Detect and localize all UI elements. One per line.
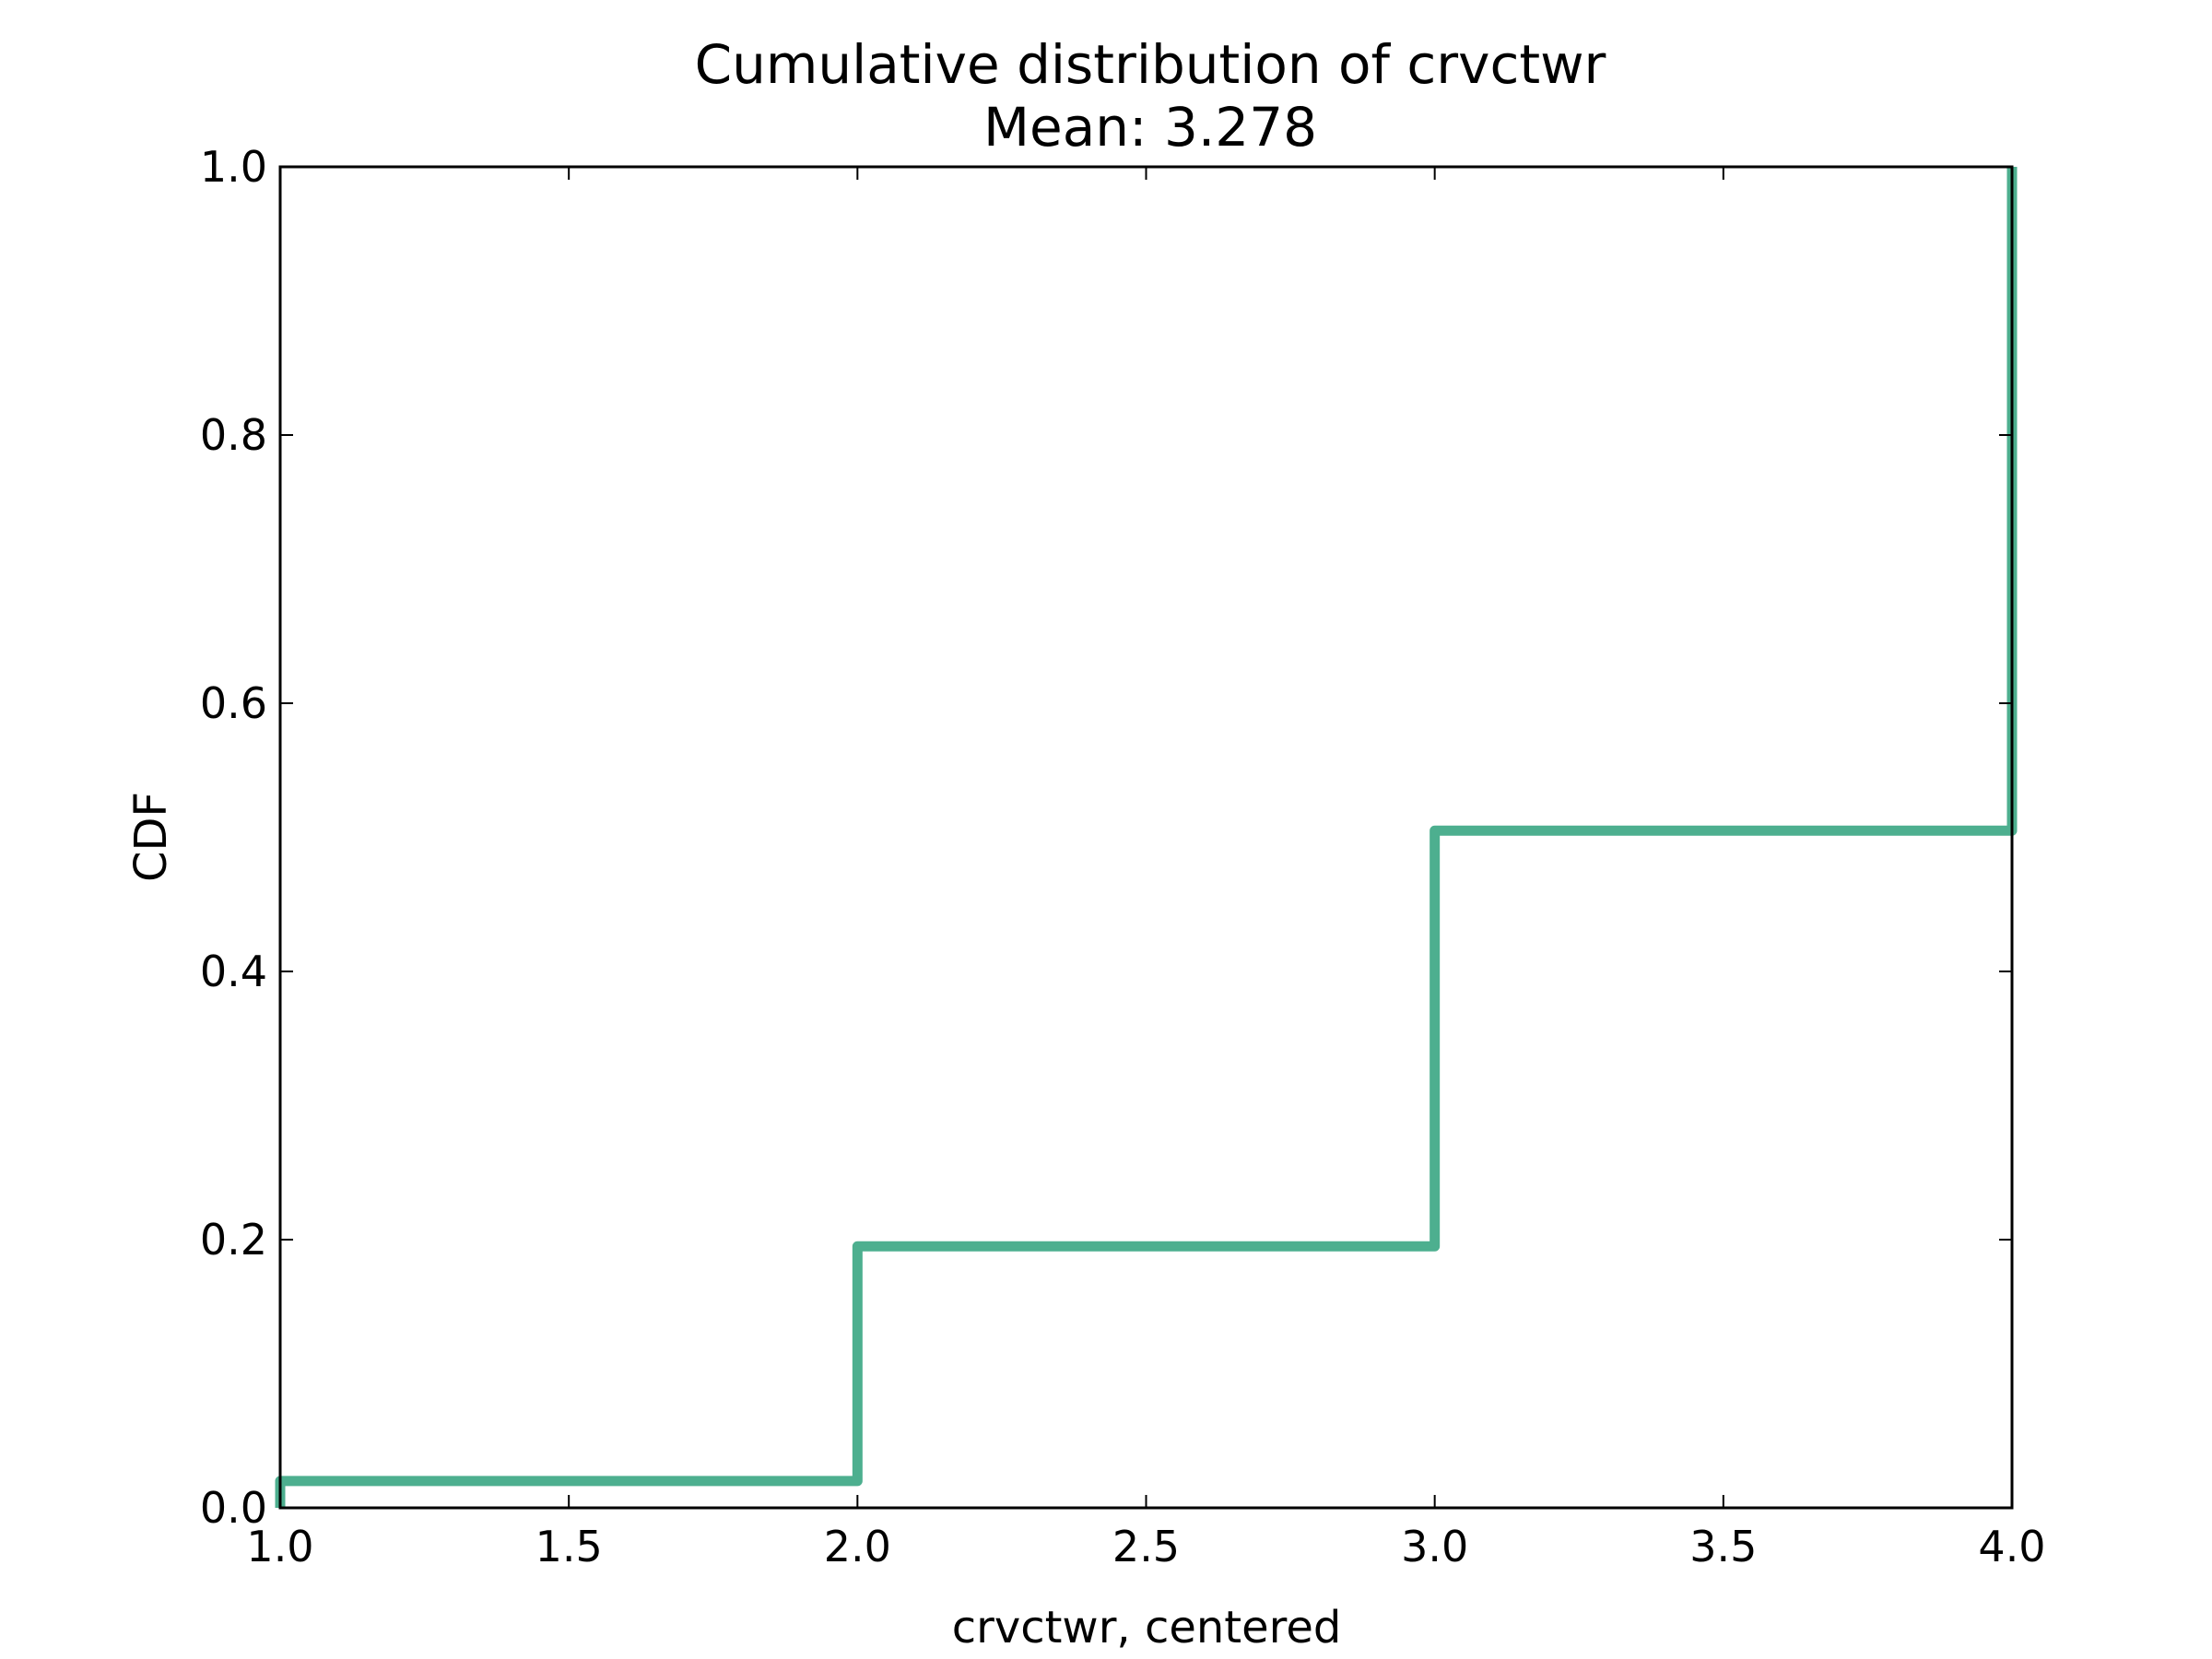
- plot-area: [275, 167, 2018, 1508]
- x-tick-label: 1.5: [535, 1522, 603, 1571]
- y-tick-label: 0.2: [200, 1215, 267, 1265]
- cdf-step-line: [275, 167, 2018, 1508]
- x-tick-label: 2.0: [824, 1522, 891, 1571]
- x-tick-label: 3.0: [1401, 1522, 1468, 1571]
- chart-subtitle: Mean: 3.278: [983, 96, 1317, 159]
- x-tick-label: 3.5: [1689, 1522, 1757, 1571]
- y-tick-label: 0.4: [200, 947, 267, 996]
- y-tick-label: 1.0: [200, 142, 267, 192]
- x-tick-label: 2.5: [1112, 1522, 1180, 1571]
- axis-ticks: 1.0 1.5 2.0 2.5 3.0 3.5 4.0 0.0 0.2 0.4 0.6 0.8 1.0: [200, 142, 2046, 1571]
- y-tick-label: 0.0: [200, 1483, 267, 1533]
- chart-title: Cumulative distribution of crvctwr: [695, 33, 1606, 96]
- y-tick-label: 0.6: [200, 678, 267, 728]
- x-axis-label: crvctwr, centered: [952, 1602, 1342, 1653]
- x-tick-label: 4.0: [1978, 1522, 2045, 1571]
- axes-frame: [278, 165, 2014, 1510]
- x-tick-label: 1.0: [246, 1522, 313, 1571]
- y-tick-label: 0.8: [200, 410, 267, 460]
- y-axis-label: CDF: [125, 792, 177, 882]
